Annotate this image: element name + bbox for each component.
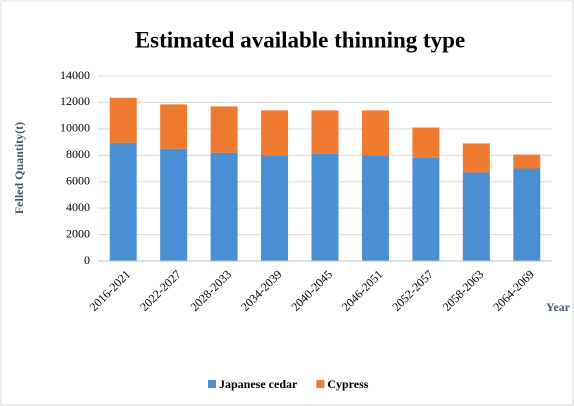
y-tick-label: 2000 — [66, 226, 90, 240]
bar-segment — [513, 154, 541, 169]
bar-segment — [462, 143, 490, 173]
bar-segment — [210, 106, 238, 153]
bar-segment — [462, 172, 490, 261]
bar-segment — [109, 142, 137, 261]
bar-segment — [311, 110, 339, 154]
legend-swatch — [208, 380, 216, 388]
y-tick-label: 0 — [84, 253, 90, 267]
x-axis-label: Year — [546, 300, 571, 314]
y-tick-label: 10000 — [60, 121, 90, 135]
y-tick-label: 8000 — [66, 147, 90, 161]
bar-segment — [513, 168, 541, 261]
legend-swatch — [316, 380, 325, 388]
bar-segment — [361, 155, 389, 261]
bar-segment — [261, 155, 289, 261]
bar-segment — [210, 152, 238, 261]
bar-segment — [412, 157, 440, 261]
legend-label: Japanese cedar — [219, 377, 298, 391]
bar-segment — [261, 110, 289, 156]
bar-segment — [311, 153, 339, 261]
y-tick-label: 6000 — [66, 173, 90, 187]
y-tick-label: 4000 — [66, 200, 90, 214]
chart-title: Estimated available thinning type — [135, 27, 465, 52]
bar-segment — [109, 97, 137, 143]
y-axis-label: Felled Quantity(t) — [12, 122, 26, 214]
bar-segment — [160, 148, 188, 261]
bar-segment — [361, 110, 389, 156]
legend-label: Cypress — [327, 377, 368, 391]
bar-segment — [160, 104, 188, 149]
y-tick-label: 12000 — [60, 94, 90, 108]
bar-segment — [412, 127, 440, 158]
y-tick-label: 14000 — [60, 68, 90, 82]
